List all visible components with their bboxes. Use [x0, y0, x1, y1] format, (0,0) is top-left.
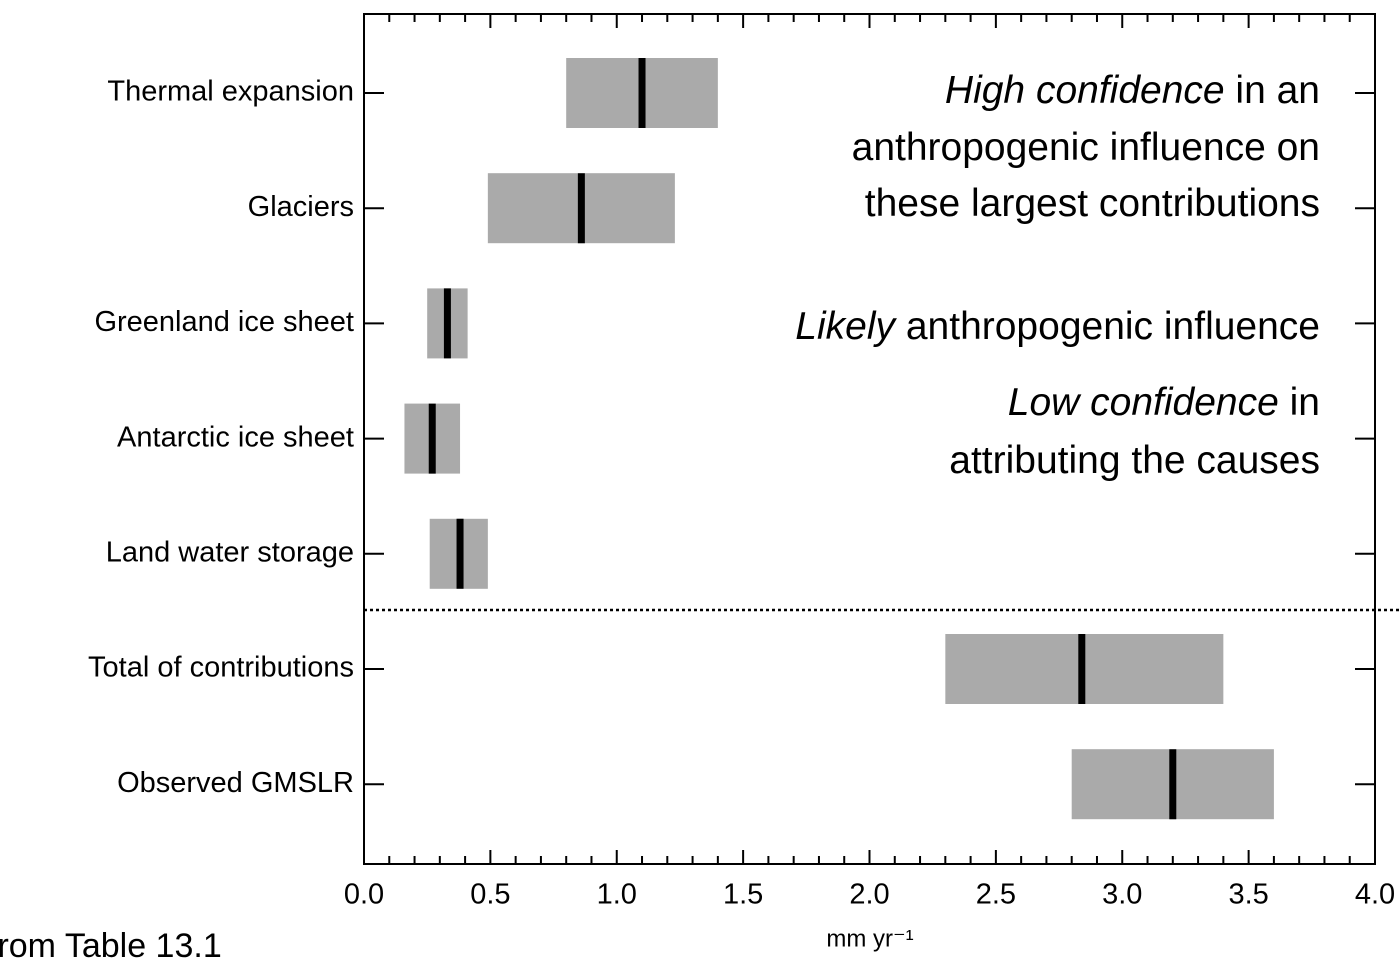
annotation: these largest contributions — [865, 182, 1320, 225]
y-tick-label: Observed GMSLR — [117, 767, 354, 799]
annotation-segment: anthropogenic influence — [895, 305, 1320, 348]
annotation: High confidence in an — [945, 69, 1320, 112]
y-tick-label: Greenland ice sheet — [94, 306, 354, 338]
source-note: from Table 13.1 — [0, 927, 222, 958]
x-tick-label: 0.5 — [470, 879, 510, 911]
x-tick-label: 3.0 — [1102, 879, 1142, 911]
annotation-segment: these largest contributions — [865, 182, 1320, 225]
x-tick-label: 3.5 — [1228, 879, 1268, 911]
annotation-segment: Likely — [795, 305, 897, 348]
annotation: anthropogenic influence on — [852, 126, 1320, 169]
x-tick-label: 0.0 — [344, 879, 384, 911]
annotation-segment: High confidence — [945, 69, 1225, 112]
x-axis-label: mm yr⁻¹ — [826, 925, 913, 952]
y-tick-label: Antarctic ice sheet — [117, 421, 354, 453]
y-tick-label: Total of contributions — [88, 652, 354, 684]
x-tick-label: 1.0 — [597, 879, 637, 911]
y-tick-label: Land water storage — [106, 536, 354, 568]
annotation-segment: in — [1279, 381, 1320, 424]
y-tick-label: Thermal expansion — [107, 76, 354, 108]
annotation: Likely anthropogenic influence — [795, 305, 1320, 348]
x-tick-label: 1.5 — [723, 879, 763, 911]
annotation-segment: anthropogenic influence on — [852, 126, 1320, 169]
x-tick-label: 2.0 — [849, 879, 889, 911]
annotation: attributing the causes — [949, 439, 1320, 482]
y-tick-label: Glaciers — [248, 191, 354, 223]
annotation-segment: in an — [1225, 69, 1320, 112]
x-tick-label: 4.0 — [1355, 879, 1395, 911]
x-tick-label: 2.5 — [976, 879, 1016, 911]
annotation-segment: Low confidence — [1008, 381, 1279, 424]
annotation-segment: attributing the causes — [949, 439, 1320, 482]
annotation: Low confidence in — [1008, 381, 1320, 424]
